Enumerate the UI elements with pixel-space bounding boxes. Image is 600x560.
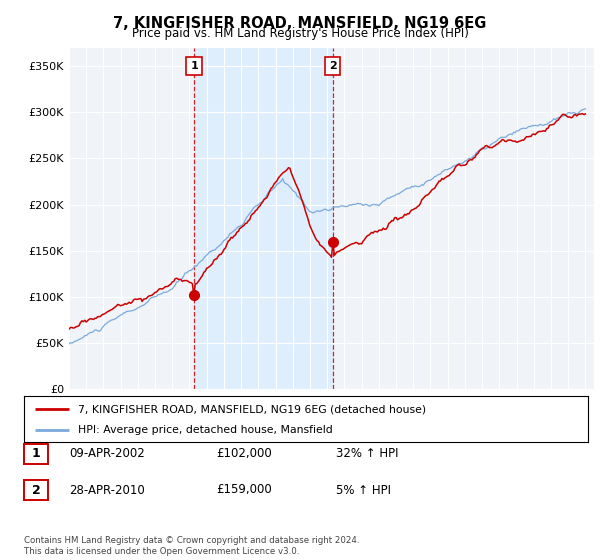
Text: HPI: Average price, detached house, Mansfield: HPI: Average price, detached house, Mans… [77, 424, 332, 435]
Text: 7, KINGFISHER ROAD, MANSFIELD, NG19 6EG: 7, KINGFISHER ROAD, MANSFIELD, NG19 6EG [113, 16, 487, 31]
Text: 5% ↑ HPI: 5% ↑ HPI [336, 483, 391, 497]
Text: Price paid vs. HM Land Registry's House Price Index (HPI): Price paid vs. HM Land Registry's House … [131, 27, 469, 40]
Text: 7, KINGFISHER ROAD, MANSFIELD, NG19 6EG (detached house): 7, KINGFISHER ROAD, MANSFIELD, NG19 6EG … [77, 404, 426, 414]
Text: £159,000: £159,000 [216, 483, 272, 497]
Text: £102,000: £102,000 [216, 447, 272, 460]
Text: 2: 2 [329, 61, 337, 71]
Text: 1: 1 [32, 447, 40, 460]
Text: 1: 1 [190, 61, 198, 71]
Text: 32% ↑ HPI: 32% ↑ HPI [336, 447, 398, 460]
Text: Contains HM Land Registry data © Crown copyright and database right 2024.
This d: Contains HM Land Registry data © Crown c… [24, 536, 359, 556]
Bar [194, 48, 333, 389]
Text: 09-APR-2002: 09-APR-2002 [69, 447, 145, 460]
Text: 28-APR-2010: 28-APR-2010 [69, 483, 145, 497]
Text: 2: 2 [32, 483, 40, 497]
